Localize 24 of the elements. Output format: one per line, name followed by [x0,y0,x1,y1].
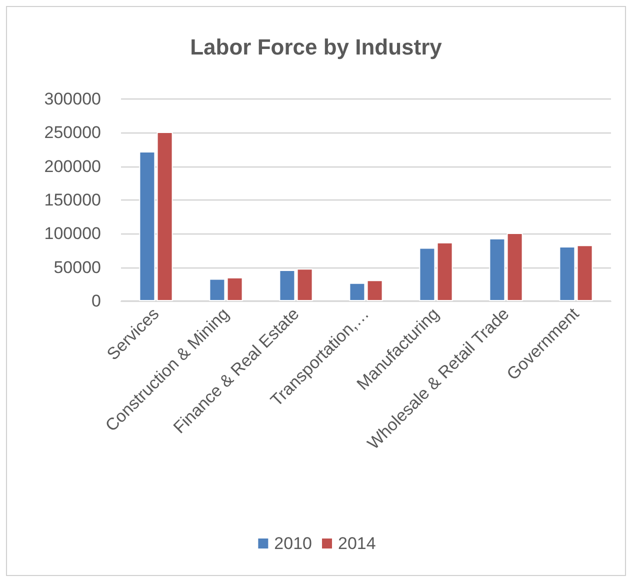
bar [209,278,226,301]
y-tick-label: 50000 [54,258,101,277]
bar [279,270,296,301]
bar [296,268,313,301]
bar [489,238,506,301]
bar [436,242,453,301]
bar [366,280,383,301]
bar [139,152,156,301]
y-tick-label: 0 [92,292,101,310]
bar [559,246,576,301]
bar [156,132,173,301]
bar [419,248,436,301]
bar [226,277,243,301]
legend-label: 2014 [338,534,376,553]
bar [349,282,366,301]
chart-title: Labor Force by Industry [190,34,443,60]
bar [506,232,523,301]
bar [576,245,593,301]
y-tick-label: 300000 [44,90,101,108]
y-tick-label: 100000 [44,224,101,244]
y-tick-label: 150000 [44,190,101,210]
y-tick-label: 250000 [44,123,101,142]
y-tick-label: 200000 [44,156,101,176]
legend-label: 2010 [274,534,312,553]
